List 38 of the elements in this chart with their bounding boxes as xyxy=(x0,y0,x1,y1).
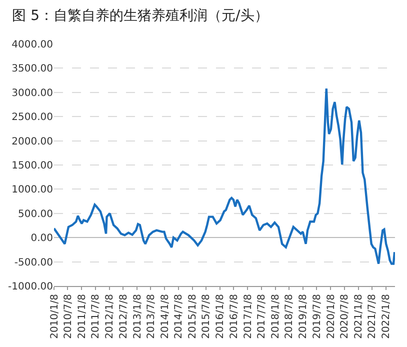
x-tick-label: 2018/1/8 xyxy=(270,294,282,339)
y-tick-label: 4000.00 xyxy=(12,40,53,50)
x-tick-label: 2021/1/8 xyxy=(354,294,365,339)
y-tick-label: 3500.00 xyxy=(12,64,53,75)
x-tick-label: 2010/1/8 xyxy=(49,294,60,339)
y-tick-label: 2500.00 xyxy=(12,112,53,124)
x-tick-label: 2017/1/8 xyxy=(242,294,254,339)
x-tick-label: 2011/7/8 xyxy=(90,294,102,339)
x-tick-label: 2014/7/8 xyxy=(174,294,185,339)
y-tick-label: -1000.00 xyxy=(8,282,53,292)
x-tick-label: 2020/7/8 xyxy=(340,294,351,339)
x-tick-label: 2017/7/8 xyxy=(256,294,268,339)
x-tick-label: 2012/1/8 xyxy=(104,294,116,339)
x-tick-label: 2019/1/8 xyxy=(298,294,310,339)
x-tick-label: 2021/7/8 xyxy=(367,294,378,339)
x-tick-label: 2015/7/8 xyxy=(201,294,212,339)
y-tick-label: 500.00 xyxy=(18,208,53,220)
x-tick-label: 2013/1/8 xyxy=(132,294,144,339)
y-tick-label: -500.00 xyxy=(14,257,53,268)
y-tick-label: 2000.00 xyxy=(12,136,53,148)
x-tick-label: 2020/1/8 xyxy=(326,294,337,339)
x-tick-label: 2019/7/8 xyxy=(312,294,323,339)
chart-title: 图 5：自繁自养的生猪养殖利润（元/头） xyxy=(12,8,268,24)
y-tick-label: 1500.00 xyxy=(12,160,53,172)
y-tick-label: 0.00 xyxy=(30,233,53,244)
x-tick-label: 2010/7/8 xyxy=(62,294,74,339)
x-tick-label: 2016/1/8 xyxy=(215,294,226,339)
x-tick-label: 2014/1/8 xyxy=(160,294,171,339)
x-tick-label: 2022/1/8 xyxy=(381,294,392,339)
y-tick-label: 1000.00 xyxy=(12,184,53,196)
line-series xyxy=(54,87,395,265)
x-tick-label: 2018/7/8 xyxy=(284,294,296,339)
x-tick-label: 2012/7/8 xyxy=(118,294,130,339)
x-tick-label: 2011/1/8 xyxy=(76,294,88,339)
x-tick-label: 2016/7/8 xyxy=(228,294,240,339)
x-tick-label: 2015/1/8 xyxy=(188,294,199,339)
y-tick-label: 3000.00 xyxy=(12,88,53,99)
x-tick-label: 2013/7/8 xyxy=(146,294,157,339)
